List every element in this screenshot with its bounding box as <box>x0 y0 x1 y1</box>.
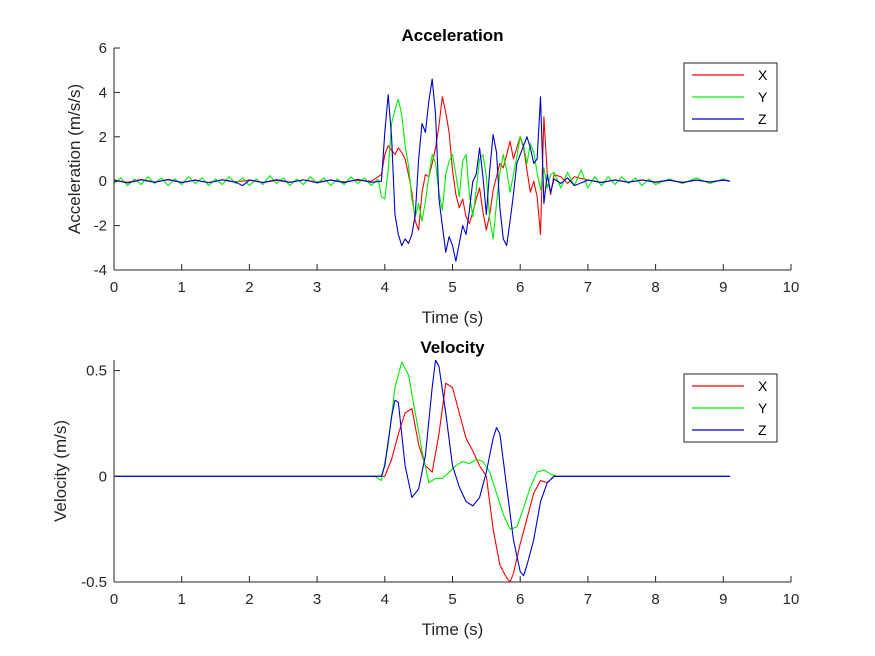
y-tick-label: 0 <box>99 173 107 190</box>
x-tick-label: 6 <box>516 279 524 296</box>
legend-label-x: X <box>758 378 768 394</box>
legend-label-z: Z <box>758 422 767 438</box>
series-line-z <box>114 78 731 262</box>
chart-title: Velocity <box>420 338 485 357</box>
x-tick-label: 3 <box>313 279 321 296</box>
y-tick-label: 2 <box>99 129 107 146</box>
x-tick-label: 8 <box>651 591 659 608</box>
x-tick-label: 0 <box>110 591 118 608</box>
y-tick-label: 6 <box>99 40 107 57</box>
series-line-x <box>114 382 731 582</box>
x-tick-label: 6 <box>516 591 524 608</box>
y-tick-label: -2 <box>94 218 107 235</box>
y-tick-label: 0 <box>99 468 107 485</box>
x-axis-label: Time (s) <box>422 308 484 327</box>
y-tick-label: -0.5 <box>81 574 107 591</box>
x-tick-label: 2 <box>245 279 253 296</box>
plot-area <box>114 48 791 270</box>
series-line-z <box>114 360 731 577</box>
acceleration-axes: 0 1 2 3 4 5 6 7 8 9 10 -4 -2 0 2 4 6 Acceleration Time (s)… <box>65 26 799 327</box>
x-tick-label: 2 <box>245 591 253 608</box>
chart-title: Acceleration <box>401 26 503 45</box>
y-axis-label: Acceleration (m/s/s) <box>65 84 84 234</box>
x-tick-label: 10 <box>783 591 800 608</box>
x-tick-label: 5 <box>448 279 456 296</box>
x-tick-label: 7 <box>584 279 592 296</box>
x-tick-label: 1 <box>178 279 186 296</box>
x-tick-label: 4 <box>381 591 389 608</box>
y-tick-label: 4 <box>99 84 107 101</box>
x-axis-label: Time (s) <box>422 620 484 639</box>
legend: XYZ <box>683 373 778 443</box>
series-group <box>114 78 731 262</box>
x-tick-label: 9 <box>719 279 727 296</box>
plot-area <box>114 360 791 582</box>
legend-label-x: X <box>758 67 768 83</box>
series-line-y <box>114 98 731 240</box>
x-tick-label: 7 <box>584 591 592 608</box>
x-tick-label: 10 <box>783 279 800 296</box>
x-tick-label: 9 <box>719 591 727 608</box>
y-tick-label: -4 <box>94 262 107 279</box>
y-tick-label: 0.5 <box>86 363 107 380</box>
x-tick-label: 5 <box>448 591 456 608</box>
legend-label-z: Z <box>758 111 767 127</box>
series-line-y <box>114 361 731 530</box>
x-tick-label: 8 <box>651 279 659 296</box>
x-tick-label: 4 <box>381 279 389 296</box>
series-group <box>114 360 731 582</box>
x-tick-label: 3 <box>313 591 321 608</box>
legend: XYZ <box>683 62 778 132</box>
legend-label-y: Y <box>758 400 768 416</box>
x-tick-label: 0 <box>110 279 118 296</box>
y-axis-label: Velocity (m/s) <box>51 420 70 522</box>
legend-label-y: Y <box>758 89 768 105</box>
x-tick-label: 1 <box>178 591 186 608</box>
